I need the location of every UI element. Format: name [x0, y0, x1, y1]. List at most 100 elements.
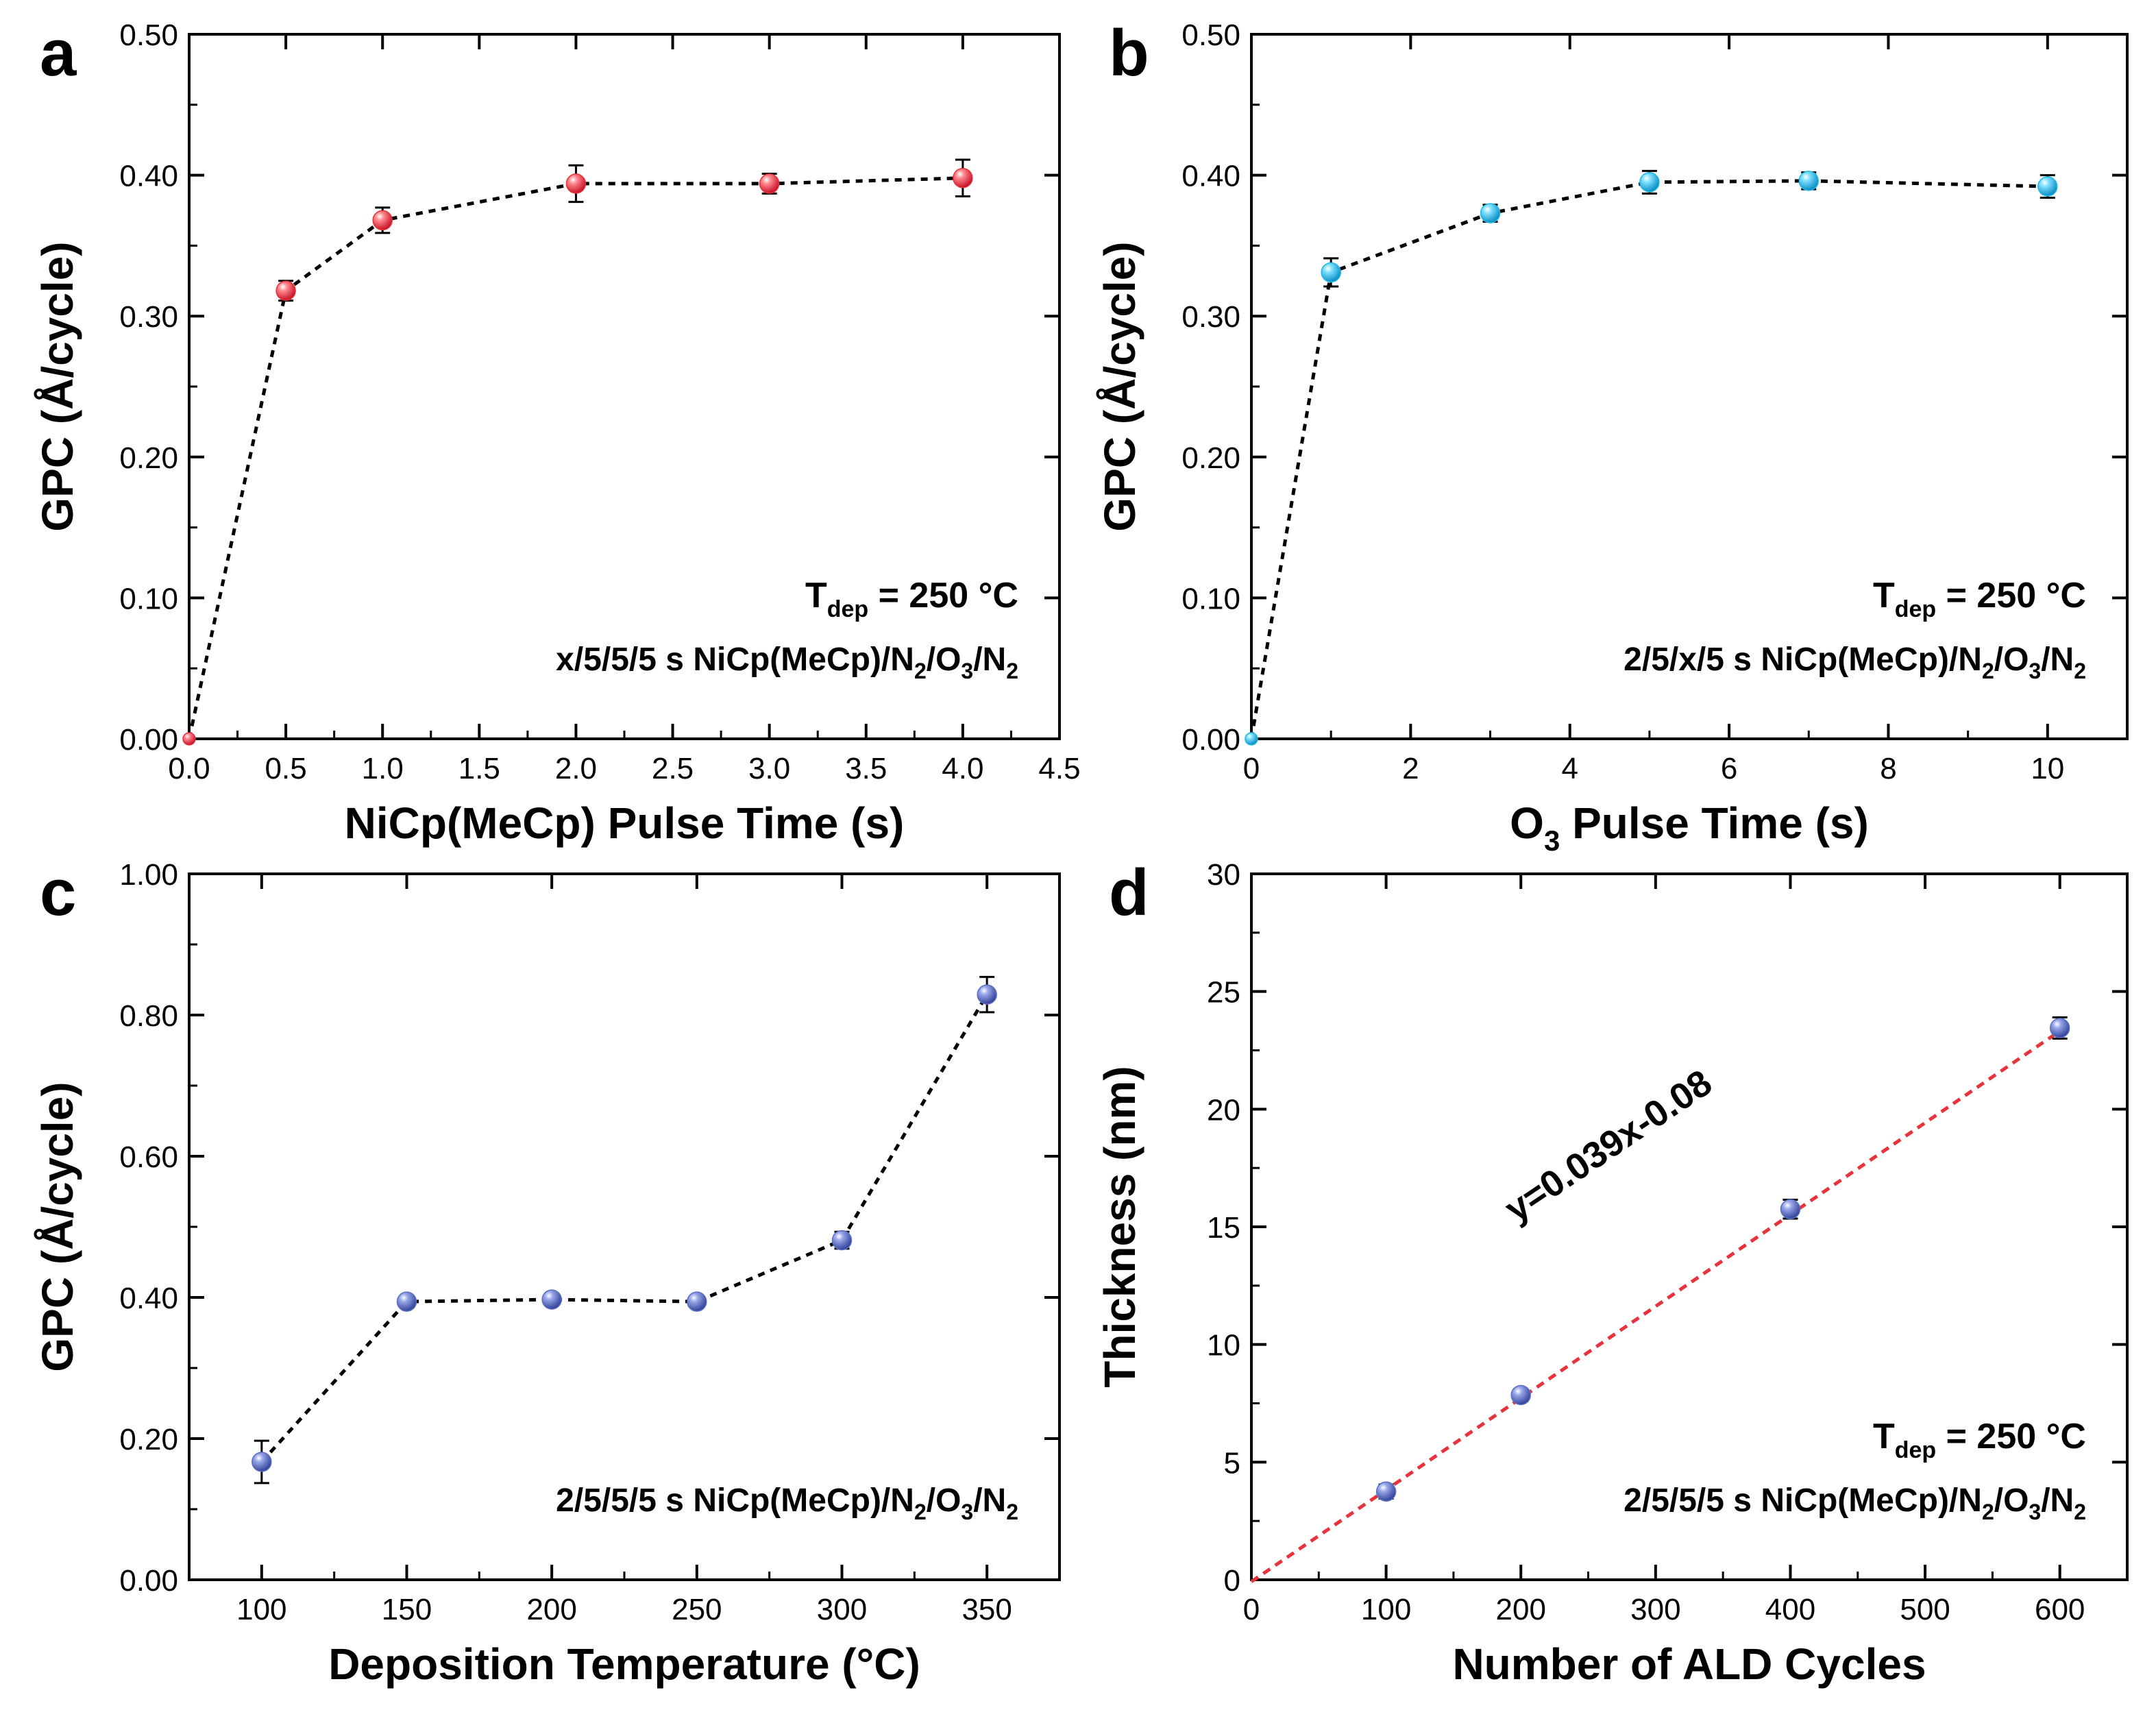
data-point: [2049, 1018, 2070, 1038]
x-tick-label: 0.5: [265, 752, 307, 785]
y-tick-label: 10: [1207, 1329, 1240, 1363]
fit-equation: y=0.039x-0.08: [1497, 1062, 1719, 1230]
plot-frame: [1250, 33, 2129, 740]
x-tick-label: 300: [1630, 1593, 1680, 1626]
panel-c: 100 150 200 250 300 350 0.00 0.20 0.40 0.60 0.80 1.…: [33, 858, 1061, 1689]
series-line: [260, 993, 989, 1463]
x-tick-label: 2.5: [652, 752, 694, 785]
y-tick-label: 0.50: [1181, 19, 1240, 52]
y-tick-label: 20: [1207, 1093, 1240, 1127]
y-tick-label: 1.00: [119, 858, 178, 892]
data-point: [182, 732, 196, 746]
data-point: [372, 210, 393, 231]
x-tick-label: 100: [236, 1593, 286, 1626]
data-point: [2037, 176, 2058, 197]
x-tick-label: 200: [526, 1593, 576, 1626]
data-point: [1245, 732, 1258, 746]
x-tick-label: 1.0: [362, 752, 404, 785]
panel-a: 0.0 0.5 1.0 1.5 2.0 2.5 3.0 3.5 4.0 4.5 0.00 0.10 0.…: [33, 19, 1081, 848]
plot-frame: [1250, 872, 2129, 1581]
x-tick-label: 6: [1721, 752, 1737, 785]
annotation-recipe: 2/5/5/5 s NiCp(MeCp)/N2/O3/N2: [556, 1482, 1018, 1524]
x-tick-label: 400: [1765, 1593, 1815, 1626]
data-point: [1321, 262, 1341, 283]
data-point: [396, 1291, 417, 1312]
data-point: [953, 167, 973, 188]
annotation-temperature: Tdep = 250 °C: [805, 576, 1018, 622]
x-tick-label: 350: [961, 1593, 1012, 1626]
x-tick-label: 0.0: [168, 752, 210, 785]
data-point: [831, 1230, 853, 1251]
y-tick-label: 0.40: [119, 1282, 178, 1315]
data-point: [977, 984, 997, 1005]
annotation-recipe: x/5/5/5 s NiCp(MeCp)/N2/O3/N2: [556, 642, 1018, 683]
y-axis-label: GPC (Å/cycle): [33, 241, 82, 531]
data-point: [687, 1291, 707, 1312]
x-tick-label: 0: [1243, 752, 1260, 785]
y-tick-label: 25: [1207, 976, 1240, 1010]
data-point: [1375, 1481, 1397, 1502]
data-point: [252, 1452, 272, 1472]
x-tick-label: 0: [1243, 1593, 1260, 1626]
x-tick-label: 10: [2031, 752, 2064, 785]
data-point: [1780, 1199, 1801, 1219]
x-tick-label: 3.5: [845, 752, 887, 785]
annotation-temperature: Tdep = 250 °C: [1873, 1417, 2086, 1463]
y-tick-label: 0.80: [119, 999, 178, 1033]
plot-frame: [188, 872, 1061, 1581]
data-point: [1510, 1384, 1531, 1406]
y-tick-label: 0.50: [119, 19, 178, 52]
series-line: [1249, 179, 2048, 740]
x-tick-label: 600: [2035, 1593, 2085, 1626]
data-point: [1639, 172, 1660, 193]
panel-b: 0 2 4 6 8 10 0.00 0.10 0.20 0.30 0.40 0.50 O3 Pulse …: [1095, 19, 2129, 857]
y-tick-label: 0.20: [119, 1423, 178, 1456]
y-tick-label: 0.30: [1181, 300, 1240, 334]
x-tick-label: 4.5: [1038, 752, 1080, 785]
y-tick-label: 0.00: [119, 723, 178, 757]
data-point: [1480, 203, 1501, 223]
x-tick-label: 8: [1880, 752, 1896, 785]
y-tick-label: 0.60: [119, 1140, 178, 1174]
y-axis-label: GPC (Å/cycle): [1095, 241, 1144, 531]
y-axis-label: Thickness (nm): [1095, 1066, 1144, 1387]
x-tick-label: 2.0: [555, 752, 597, 785]
annotation-temperature: Tdep = 250 °C: [1873, 576, 2086, 622]
x-tick-label: 300: [817, 1593, 867, 1626]
x-tick-label: 4.0: [942, 752, 983, 785]
panel-letter-d: d: [1109, 856, 1149, 929]
y-tick-label: 0.20: [119, 441, 178, 475]
y-tick-label: 0.00: [1181, 723, 1240, 757]
data-point: [275, 280, 296, 301]
y-tick-label: 5: [1224, 1446, 1240, 1480]
y-tick-label: 0.10: [119, 582, 178, 615]
x-axis-label: Number of ALD Cycles: [1452, 1639, 1926, 1689]
panel-d: 0 100 200 300 400 500 600 0 5 10 15 20 25 30 Number of…: [1095, 858, 2129, 1689]
y-tick-label: 0.00: [119, 1564, 178, 1598]
x-tick-label: 250: [672, 1593, 722, 1626]
x-tick-label: 3.0: [748, 752, 790, 785]
y-tick-label: 30: [1207, 858, 1240, 892]
x-tick-label: 4: [1561, 752, 1578, 785]
y-tick-label: 15: [1207, 1211, 1240, 1245]
x-tick-label: 2: [1402, 752, 1419, 785]
annotation-recipe: 2/5/x/5 s NiCp(MeCp)/N2/O3/N2: [1624, 642, 2086, 683]
y-tick-label: 0: [1224, 1564, 1240, 1598]
x-axis-label: O3 Pulse Time (s): [1510, 798, 1869, 857]
series-line: [187, 176, 963, 740]
x-axis-label: Deposition Temperature (°C): [328, 1639, 920, 1689]
data-point: [1798, 171, 1820, 191]
y-tick-label: 0.30: [119, 300, 178, 334]
x-tick-label: 100: [1361, 1593, 1411, 1626]
data-point: [565, 173, 587, 194]
x-tick-label: 200: [1496, 1593, 1546, 1626]
y-tick-label: 0.40: [1181, 160, 1240, 193]
plot-frame: [188, 33, 1061, 740]
x-axis-label: NiCp(MeCp) Pulse Time (s): [345, 798, 905, 848]
x-tick-label: 1.5: [458, 752, 500, 785]
y-tick-label: 0.20: [1181, 441, 1240, 475]
panel-letter-c: c: [40, 856, 76, 929]
y-tick-label: 0.40: [119, 160, 178, 193]
data-point: [541, 1289, 562, 1310]
